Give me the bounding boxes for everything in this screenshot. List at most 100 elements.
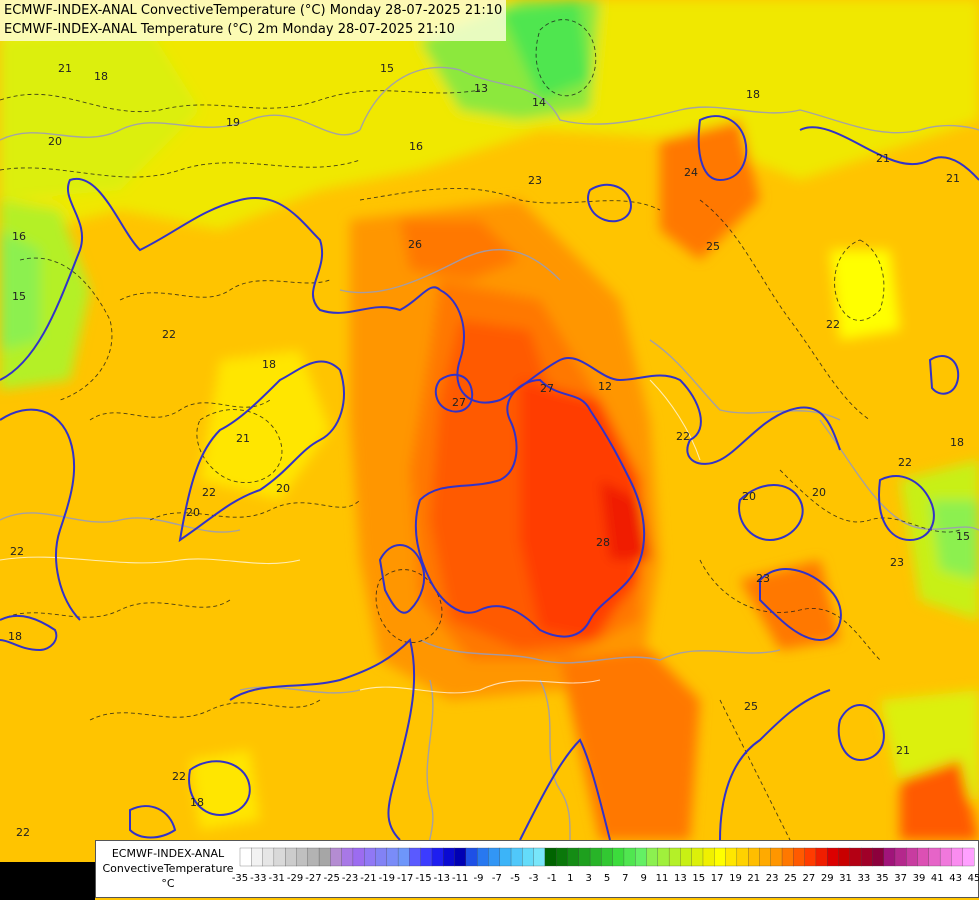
- label-23c: 23: [756, 572, 770, 585]
- label-20d: 20: [742, 490, 756, 503]
- legend-tick-label: -9: [474, 873, 484, 884]
- legend-swatch: [239, 847, 252, 867]
- legend-swatch: [939, 847, 952, 867]
- legend-tick-label: -15: [415, 873, 431, 884]
- legend-swatch: [307, 847, 320, 867]
- legend-tick-label: -5: [510, 873, 520, 884]
- legend-parameter: ConvectiveTemperature: [102, 862, 234, 875]
- legend-swatch: [397, 847, 410, 867]
- legend-swatch: [589, 847, 602, 867]
- isoline-labels: 21 18 20 19 15 16 13 14 23 26 25 24 21 2…: [8, 62, 970, 839]
- label-25a: 25: [706, 240, 720, 253]
- legend-swatch: [759, 847, 772, 867]
- legend-swatch: [364, 847, 376, 867]
- legend-tick-label: -31: [269, 873, 285, 884]
- legend-swatch: [793, 847, 806, 867]
- legend-tick-label: 37: [894, 873, 907, 884]
- label-25b: 25: [744, 700, 758, 713]
- legend-swatch: [635, 847, 647, 867]
- legend-tick-label: -13: [434, 873, 450, 884]
- legend-swatch: [318, 847, 331, 867]
- label-19: 19: [226, 116, 240, 129]
- legend-model: ECMWF-INDEX-ANAL: [111, 847, 225, 860]
- legend-swatch: [748, 847, 760, 867]
- legend-swatch: [522, 847, 535, 867]
- title-line-temperature: ECMWF-INDEX-ANAL Temperature (°C) 2m Mon…: [4, 22, 455, 37]
- legend-tick-label: 35: [876, 873, 889, 884]
- label-21c: 21: [946, 172, 960, 185]
- legend-swatch: [262, 847, 275, 867]
- label-20a: 20: [48, 135, 62, 148]
- legend-swatch: [827, 847, 839, 867]
- label-22h: 22: [16, 826, 30, 839]
- legend-swatch: [906, 847, 918, 867]
- label-16: 16: [409, 140, 423, 153]
- label-21d: 21: [236, 432, 250, 445]
- label-27: 27: [540, 382, 554, 395]
- label-22a: 22: [826, 318, 840, 331]
- legend-tick-label: 7: [622, 873, 628, 884]
- legend-swatch: [443, 847, 456, 867]
- legend-swatch: [601, 847, 614, 867]
- legend-swatch: [883, 847, 896, 867]
- legend-tick-label: 5: [604, 873, 610, 884]
- legend-swatch: [838, 847, 851, 867]
- legend-tick-label: -1: [547, 873, 557, 884]
- legend-swatch: [725, 847, 738, 867]
- label-20e: 20: [812, 486, 826, 499]
- legend-swatch: [273, 847, 286, 867]
- legend-swatch: [431, 847, 444, 867]
- label-24: 24: [684, 166, 698, 179]
- legend-swatch: [476, 847, 489, 867]
- legend-swatch: [341, 847, 354, 867]
- map-title: ECMWF-INDEX-ANAL ConvectiveTemperature (…: [0, 0, 507, 41]
- legend-swatch: [928, 847, 941, 867]
- title-line-convective: ECMWF-INDEX-ANAL ConvectiveTemperature (…: [4, 3, 503, 18]
- legend-tick-label: -25: [324, 873, 340, 884]
- label-28: 28: [596, 536, 610, 549]
- label-22e: 22: [898, 456, 912, 469]
- label-20b: 20: [186, 506, 200, 519]
- legend-swatch: [962, 847, 975, 867]
- label-18d: 18: [190, 796, 204, 809]
- legend-tick-label: 1: [567, 873, 573, 884]
- legend-tick-label: -17: [397, 873, 413, 884]
- legend-tick-label: 29: [821, 873, 834, 884]
- legend-swatch: [849, 847, 862, 867]
- label-18e: 18: [8, 630, 22, 643]
- legend-title: ECMWF-INDEX-ANAL ConvectiveTemperature °…: [98, 846, 238, 891]
- legend-tick-label: 39: [913, 873, 926, 884]
- legend-swatch: [556, 847, 568, 867]
- label-21b: 21: [876, 152, 890, 165]
- label-18c: 18: [950, 436, 964, 449]
- legend-swatch: [386, 847, 399, 867]
- country-borders: [0, 66, 979, 881]
- label-14: 14: [532, 96, 546, 109]
- label-22d: 22: [676, 430, 690, 443]
- legend-swatch: [917, 847, 930, 867]
- legend-swatch: [488, 847, 501, 867]
- legend-tick-label: -7: [492, 873, 502, 884]
- legend-swatch: [544, 847, 557, 867]
- legend-tick-label: 31: [839, 873, 852, 884]
- legend-tick-label: 43: [949, 873, 962, 884]
- legend-swatch: [770, 847, 783, 867]
- legend-tick-label: 13: [674, 873, 687, 884]
- label-15b: 15: [956, 530, 970, 543]
- legend-swatch: [499, 847, 512, 867]
- legend-swatch: [702, 847, 715, 867]
- legend-tick-label: 21: [747, 873, 760, 884]
- label-27b: 27: [452, 396, 466, 409]
- legend-swatch: [375, 847, 388, 867]
- legend-swatch: [714, 847, 727, 867]
- label-18f: 18: [746, 88, 760, 101]
- legend-swatch: [420, 847, 433, 867]
- legend-tick-label: -21: [360, 873, 376, 884]
- label-18a: 18: [94, 70, 108, 83]
- legend-swatch: [409, 847, 422, 867]
- legend-swatch: [330, 847, 343, 867]
- legend-tick-label: 27: [802, 873, 815, 884]
- legend-swatch: [352, 847, 365, 867]
- legend-swatch: [623, 847, 636, 867]
